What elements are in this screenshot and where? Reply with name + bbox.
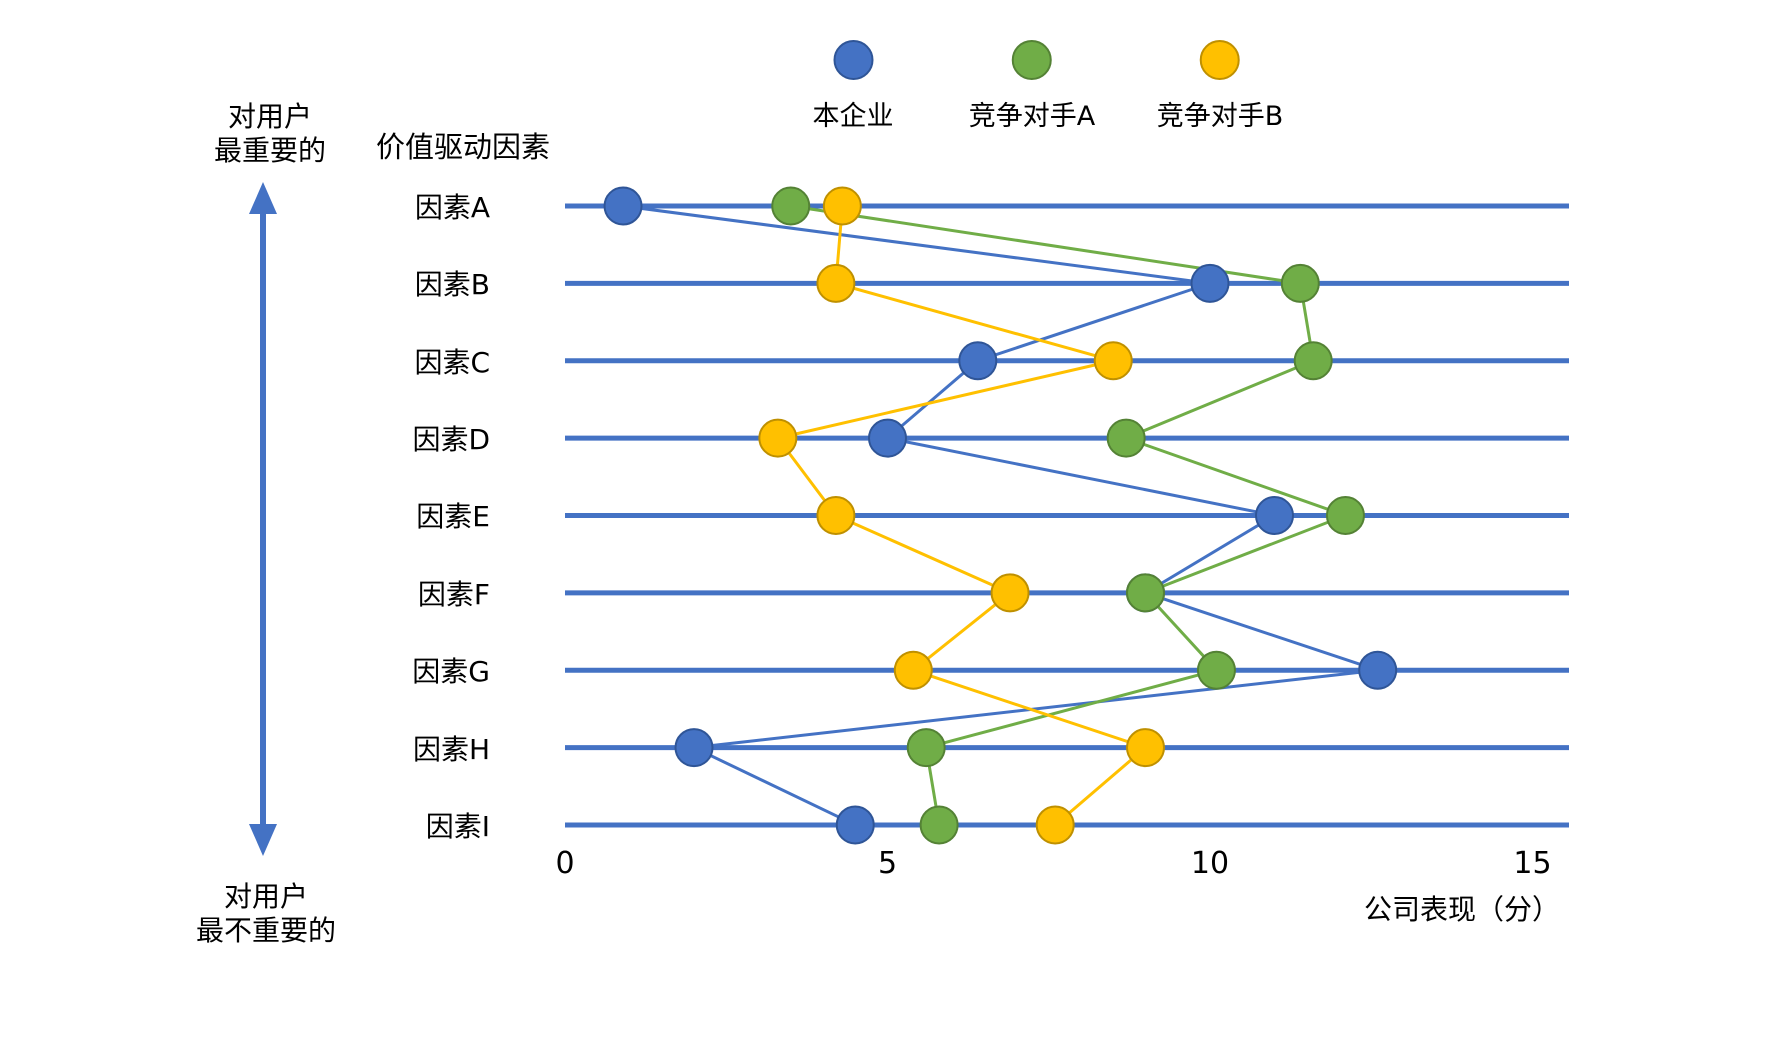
data-point bbox=[1035, 805, 1075, 845]
data-point bbox=[674, 728, 714, 768]
importance-top-line1: 对用户 bbox=[227, 100, 313, 133]
legend-marker-competitor-a-icon bbox=[1011, 40, 1052, 80]
data-point bbox=[758, 418, 798, 458]
data-point bbox=[1126, 728, 1165, 768]
data-point bbox=[919, 805, 959, 845]
data-point bbox=[906, 728, 946, 768]
category-label: 因素A bbox=[414, 191, 490, 224]
category-label: 因素F bbox=[417, 577, 490, 611]
data-point bbox=[1358, 650, 1398, 690]
data-point bbox=[771, 186, 811, 226]
value-tick-label: 0 bbox=[555, 846, 575, 881]
data-point bbox=[603, 186, 643, 226]
data-point bbox=[1190, 263, 1230, 303]
category-label: 因素D bbox=[412, 423, 490, 457]
importance-arrow-down-icon bbox=[249, 824, 277, 856]
data-point bbox=[1255, 495, 1294, 535]
importance-top-label: 对用户 最重要的 bbox=[214, 100, 326, 168]
data-point bbox=[816, 263, 856, 303]
legend-marker-our-company-icon bbox=[833, 40, 873, 80]
data-point bbox=[816, 495, 856, 535]
category-label: 因素B bbox=[414, 268, 490, 302]
importance-top-line2: 最重要的 bbox=[213, 134, 327, 167]
legend-label-competitor-b: 竞争对手B bbox=[1156, 101, 1284, 132]
legend-marker-competitor-b-icon bbox=[1200, 40, 1240, 80]
legend-item-competitor-b: 竞争对手B bbox=[1156, 40, 1284, 133]
category-label: 因素G bbox=[412, 655, 490, 689]
value-tick-label: 10 bbox=[1190, 846, 1230, 881]
data-point bbox=[958, 341, 998, 381]
data-point bbox=[835, 805, 875, 845]
data-point bbox=[893, 650, 933, 690]
data-point bbox=[1196, 650, 1236, 690]
importance-arrow-up-icon bbox=[249, 182, 277, 214]
value-axis-title: 公司表现（分） bbox=[1363, 893, 1561, 926]
legend-item-our-company: 本企业 bbox=[813, 40, 894, 133]
category-label: 因素C bbox=[414, 345, 490, 379]
data-point bbox=[822, 186, 862, 226]
data-point bbox=[1325, 495, 1365, 535]
data-point bbox=[1106, 418, 1146, 458]
importance-bottom-line2: 最不重要的 bbox=[195, 914, 337, 947]
legend-item-competitor-a: 竞争对手A bbox=[969, 40, 1095, 133]
legend-label-competitor-a: 竞争对手A bbox=[968, 101, 1096, 132]
data-point bbox=[1293, 341, 1333, 381]
category-axis-title: 价值驱动因素 bbox=[375, 130, 551, 164]
value-tick-label: 5 bbox=[877, 846, 898, 881]
legend-label-our-company: 本企业 bbox=[812, 101, 894, 132]
category-label: 因素H bbox=[412, 732, 490, 766]
data-point bbox=[990, 573, 1030, 613]
importance-bottom-line1: 对用户 bbox=[223, 880, 309, 913]
value-tick-label: 15 bbox=[1513, 846, 1552, 881]
data-point bbox=[1280, 263, 1320, 303]
category-label: 因素I bbox=[425, 809, 490, 843]
category-label: 因素E bbox=[416, 500, 490, 534]
importance-bottom-label: 对用户 最不重要的 bbox=[196, 880, 336, 948]
data-point bbox=[1093, 341, 1133, 381]
data-point bbox=[1126, 573, 1165, 613]
data-point bbox=[868, 418, 907, 458]
